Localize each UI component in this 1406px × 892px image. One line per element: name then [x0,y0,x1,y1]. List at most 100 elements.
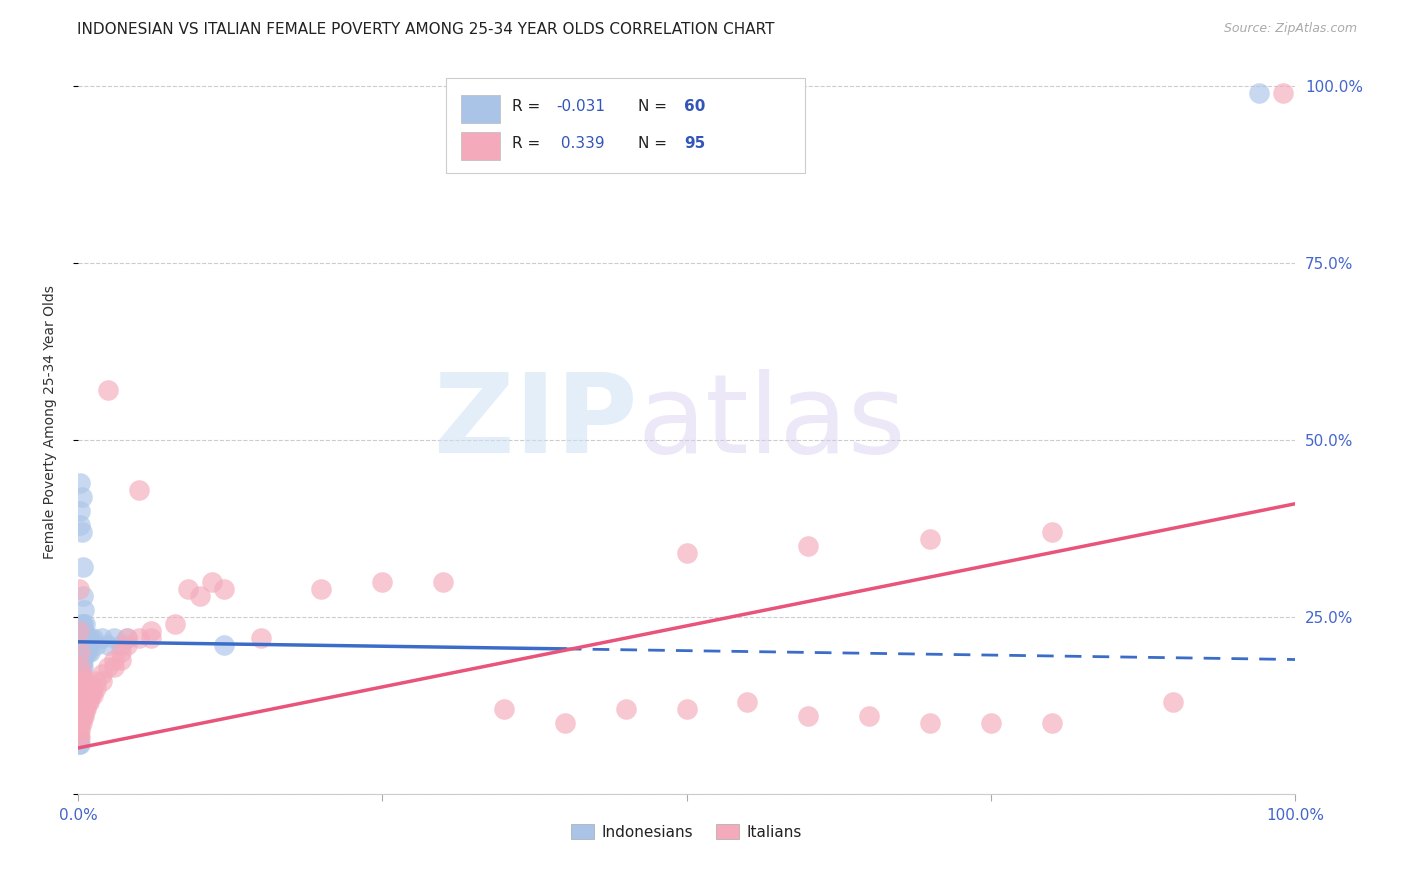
Point [79,645,101,659]
Point [69,695,91,709]
Point [69,723,91,738]
Point [72,617,94,632]
Point [79,688,101,702]
Point [103,632,125,646]
Point [75,695,97,709]
Point [1040,716,1063,731]
Point [165,617,187,632]
Point [75,673,97,688]
Point [73,681,96,695]
Point [80,688,103,702]
FancyBboxPatch shape [446,78,804,173]
Point [76,645,98,659]
Point [675,546,697,560]
Point [72,688,94,702]
Point [79,632,101,646]
Point [1040,524,1063,539]
Point [67,731,90,745]
Point [73,673,96,688]
Point [75,681,97,695]
Text: INDONESIAN VS ITALIAN FEMALE POVERTY AMONG 25-34 YEAR OLDS CORRELATION CHART: INDONESIAN VS ITALIAN FEMALE POVERTY AMO… [77,22,775,37]
Point [67,645,90,659]
Point [311,582,333,596]
Point [75,688,97,702]
Point [91,673,114,688]
Point [72,702,94,716]
Point [69,716,91,731]
Point [73,688,96,702]
Point [76,681,98,695]
Point [69,709,91,723]
Point [70,645,93,659]
Point [70,681,93,695]
Point [110,645,132,659]
Point [980,716,1002,731]
Point [69,738,91,752]
Point [139,632,162,646]
Point [77,688,100,702]
Point [554,716,576,731]
Point [76,645,98,659]
Point [69,716,91,731]
Point [614,702,637,716]
Point [72,659,94,673]
Point [69,645,91,659]
Point [97,638,120,652]
Point [75,632,97,646]
Point [176,582,198,596]
Point [84,673,107,688]
Point [67,716,90,731]
Point [67,716,90,731]
Point [69,645,91,659]
Point [858,709,880,723]
Point [1247,86,1270,100]
Point [72,645,94,659]
Text: 95: 95 [685,136,706,151]
Text: 0.339: 0.339 [557,136,605,151]
Text: R =: R = [513,99,546,114]
Point [115,638,138,652]
Point [69,659,91,673]
Point [79,681,101,695]
Point [69,681,91,695]
Point [72,560,94,574]
Point [82,681,104,695]
Text: R =: R = [513,136,546,151]
Point [737,695,759,709]
Point [70,617,93,632]
Text: ZIP: ZIP [434,369,638,475]
Point [69,518,91,533]
Point [70,490,93,504]
Point [212,638,235,652]
Point [249,632,271,646]
Point [97,384,120,398]
Point [67,632,90,646]
Point [1163,695,1185,709]
Text: N =: N = [638,136,672,151]
Point [70,638,93,652]
Point [70,632,93,646]
Text: -0.031: -0.031 [557,99,606,114]
Point [70,716,93,731]
Point [67,624,90,639]
Point [371,574,394,589]
Point [115,632,138,646]
Point [1272,86,1295,100]
Point [70,524,93,539]
Point [73,603,96,617]
Point [76,632,98,646]
Point [110,638,132,652]
Point [69,659,91,673]
Point [72,652,94,666]
Point [69,702,91,716]
Point [128,632,150,646]
Point [675,702,697,716]
Point [70,688,93,702]
Point [77,695,100,709]
Point [97,659,120,673]
Point [75,617,97,632]
Point [69,702,91,716]
Point [918,716,941,731]
Point [76,688,98,702]
Point [492,702,515,716]
